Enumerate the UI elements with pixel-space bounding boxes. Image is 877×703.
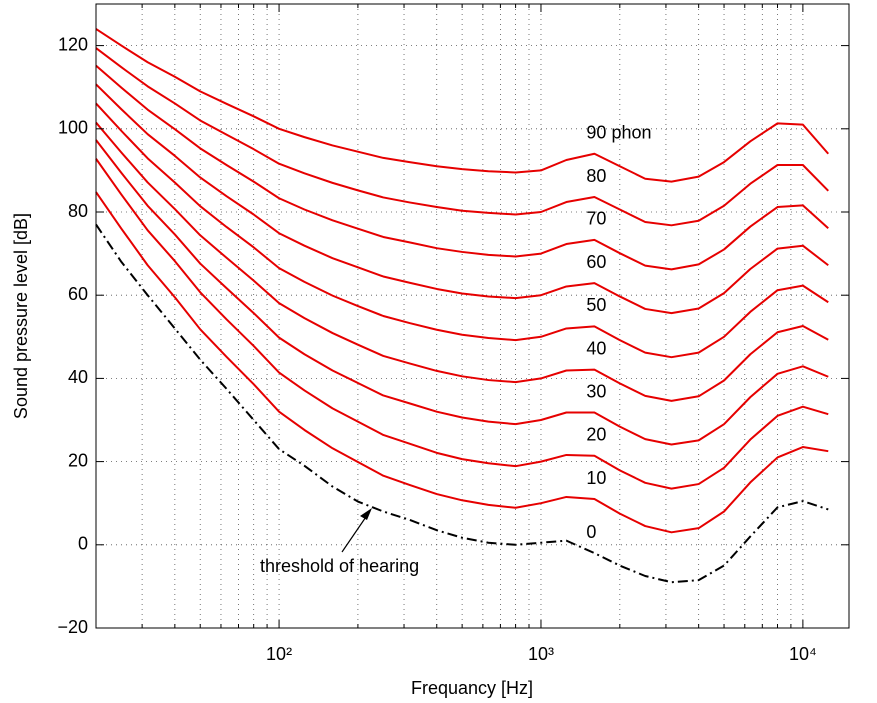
y-tick-label: 100	[58, 118, 88, 138]
y-tick-label: 40	[68, 367, 88, 387]
series-label: 90 phon	[586, 123, 651, 143]
line-series	[95, 83, 829, 315]
y-tick-label: 80	[68, 201, 88, 221]
arrow-head	[360, 508, 372, 520]
line-series	[95, 47, 829, 227]
y-tick-label: 120	[58, 34, 88, 54]
y-tick-label: 20	[68, 450, 88, 470]
series-label: 0	[586, 522, 596, 542]
axes-box	[95, 3, 850, 629]
line-series	[95, 28, 830, 183]
series-label: 50	[586, 295, 606, 315]
series-label: 70	[586, 209, 606, 229]
y-tick-label: −20	[57, 617, 88, 637]
x-tick-label: 10⁴	[789, 644, 817, 664]
plot-area: 90 phon 80 70 60 50 40 30 20 10 0	[95, 28, 830, 584]
annotation: threshold of hearing	[260, 556, 419, 576]
line-series	[95, 64, 829, 271]
series-label: 80	[586, 166, 606, 186]
x-tick-label: 10²	[266, 644, 292, 664]
line-series	[95, 223, 829, 584]
series-label: 30	[586, 381, 606, 401]
line-series	[95, 191, 829, 534]
y-tick-label: 60	[68, 284, 88, 304]
x-axis-label: Frequancy [Hz]	[411, 678, 533, 698]
y-tick-label: 0	[78, 534, 88, 554]
series-label: 10	[586, 468, 606, 488]
line-series	[95, 102, 829, 359]
y-axis-label: Sound pressure level [dB]	[11, 213, 31, 419]
line-series	[95, 139, 829, 446]
line-series	[95, 158, 829, 490]
series-label: 40	[586, 338, 606, 358]
series-label: 20	[586, 425, 606, 445]
line-series	[95, 121, 829, 402]
series-label: 60	[586, 252, 606, 272]
x-tick-label: 10³	[528, 644, 554, 664]
